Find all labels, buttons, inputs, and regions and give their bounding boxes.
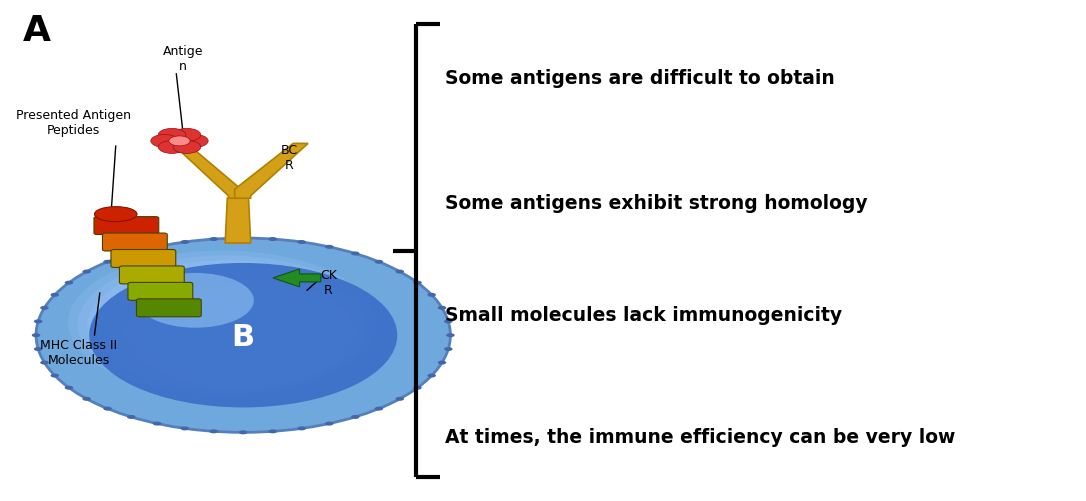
Circle shape [444,347,453,351]
Circle shape [180,134,209,147]
Circle shape [65,281,73,285]
Circle shape [210,237,218,241]
Circle shape [444,319,453,323]
Circle shape [103,407,112,411]
Text: BC
R: BC R [280,144,298,172]
Text: Antige
n: Antige n [163,45,203,73]
Circle shape [438,361,446,365]
Circle shape [106,270,362,390]
Circle shape [351,252,359,256]
Circle shape [375,407,383,411]
Circle shape [127,252,136,256]
Circle shape [325,421,333,425]
Circle shape [325,245,333,249]
Circle shape [210,429,218,433]
Circle shape [116,275,358,388]
Polygon shape [225,198,251,243]
Text: B: B [231,323,255,352]
FancyBboxPatch shape [137,299,201,317]
Text: MHC Class II
Molecules: MHC Class II Molecules [40,339,117,367]
Polygon shape [273,269,320,287]
Circle shape [151,134,178,147]
Circle shape [153,245,162,249]
Circle shape [351,415,359,419]
Circle shape [414,281,421,285]
Circle shape [68,250,376,395]
Text: A: A [23,14,51,48]
Circle shape [395,397,404,401]
Circle shape [414,386,421,390]
Circle shape [268,429,277,433]
FancyBboxPatch shape [111,249,176,268]
Circle shape [83,397,91,401]
Circle shape [34,319,42,323]
Circle shape [34,347,42,351]
Circle shape [159,140,186,153]
Circle shape [375,260,383,264]
Circle shape [40,361,49,365]
Circle shape [298,240,306,244]
Circle shape [173,140,201,153]
Circle shape [87,260,369,392]
Circle shape [173,128,201,141]
Circle shape [126,280,355,387]
Circle shape [31,333,40,337]
Circle shape [180,426,189,430]
FancyBboxPatch shape [94,216,159,234]
Circle shape [239,430,248,434]
Circle shape [137,273,254,328]
Circle shape [36,238,451,432]
Circle shape [127,415,136,419]
Circle shape [136,285,351,386]
Circle shape [159,128,186,141]
Circle shape [180,240,189,244]
Circle shape [51,374,59,378]
Polygon shape [235,143,308,198]
Circle shape [89,263,397,407]
Circle shape [446,333,455,337]
Text: CK
R: CK R [319,269,337,297]
FancyBboxPatch shape [128,283,192,300]
FancyBboxPatch shape [119,266,185,284]
Circle shape [395,270,404,274]
Text: Presented Antigen
Peptides: Presented Antigen Peptides [15,109,130,137]
Ellipse shape [94,206,137,221]
Circle shape [239,236,248,240]
Circle shape [438,306,446,310]
Circle shape [428,293,435,297]
Text: At times, the immune efficiency can be very low: At times, the immune efficiency can be v… [445,428,956,447]
Circle shape [83,270,91,274]
Circle shape [268,237,277,241]
Circle shape [153,421,162,425]
Circle shape [97,265,365,391]
Circle shape [168,136,190,146]
Text: Small molecules lack immunogenicity: Small molecules lack immunogenicity [445,306,843,325]
Circle shape [103,260,112,264]
Circle shape [65,386,73,390]
Circle shape [428,374,435,378]
Text: Some antigens are difficult to obtain: Some antigens are difficult to obtain [445,69,835,88]
Text: Some antigens exhibit strong homology: Some antigens exhibit strong homology [445,194,868,212]
Circle shape [51,293,59,297]
Circle shape [40,306,49,310]
Polygon shape [172,143,241,198]
Circle shape [298,426,306,430]
FancyBboxPatch shape [102,233,167,251]
Circle shape [77,256,372,394]
